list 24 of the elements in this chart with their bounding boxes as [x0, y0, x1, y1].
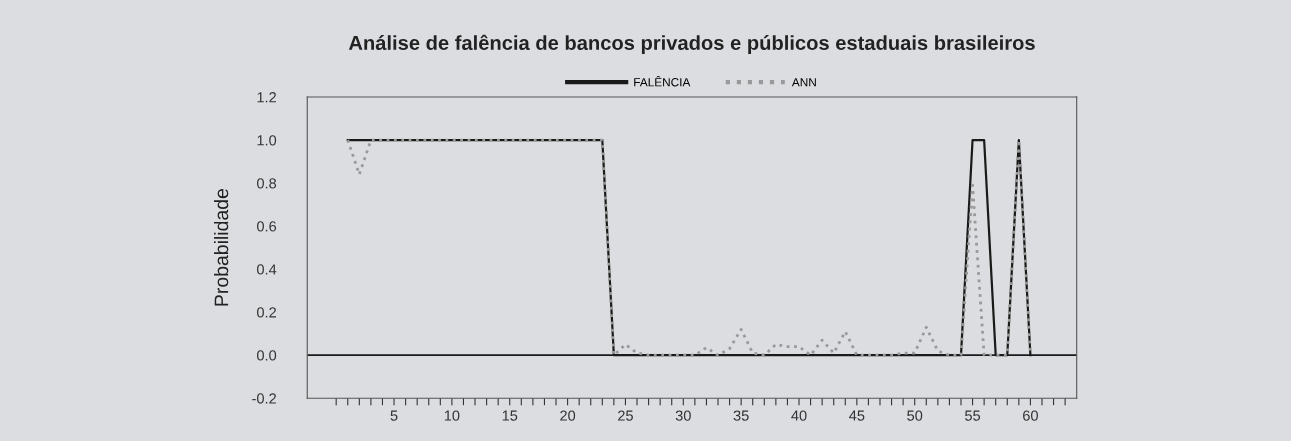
y-tick-label: 1.0: [257, 135, 277, 146]
x-tick-label: 55: [965, 410, 981, 421]
y-tick-label: 1.2: [257, 92, 276, 103]
y-tick-label: 0.0: [257, 350, 277, 361]
y-tick-label: 0.2: [257, 307, 276, 318]
y-tick-label: 0.4: [257, 264, 277, 275]
x-tick-label: 45: [849, 410, 865, 421]
chart-title: Análise de falência de bancos privados e públicos estaduais brasileiros: [348, 34, 1035, 54]
x-tick-label: 15: [502, 410, 518, 421]
x-tick-label: 10: [444, 410, 460, 421]
x-tick-label: 35: [733, 410, 749, 421]
y-tick-label: 0.8: [257, 178, 277, 189]
x-tick-label: 40: [791, 410, 807, 421]
y-axis-title: Probabilidade: [214, 189, 229, 306]
y-tick-label: -0.2: [252, 393, 276, 404]
x-tick-label: 60: [1023, 410, 1038, 421]
y-tick-label: 0.6: [257, 221, 277, 232]
legend-label: FALÊNCIA: [634, 75, 691, 87]
x-tick-label: 25: [618, 410, 633, 421]
x-tick-label: 50: [907, 410, 923, 421]
x-tick-label: 20: [560, 410, 576, 421]
x-tick-label: 30: [675, 410, 691, 421]
legend-label: ANN: [791, 78, 816, 87]
x-tick-label: 5: [390, 410, 398, 421]
